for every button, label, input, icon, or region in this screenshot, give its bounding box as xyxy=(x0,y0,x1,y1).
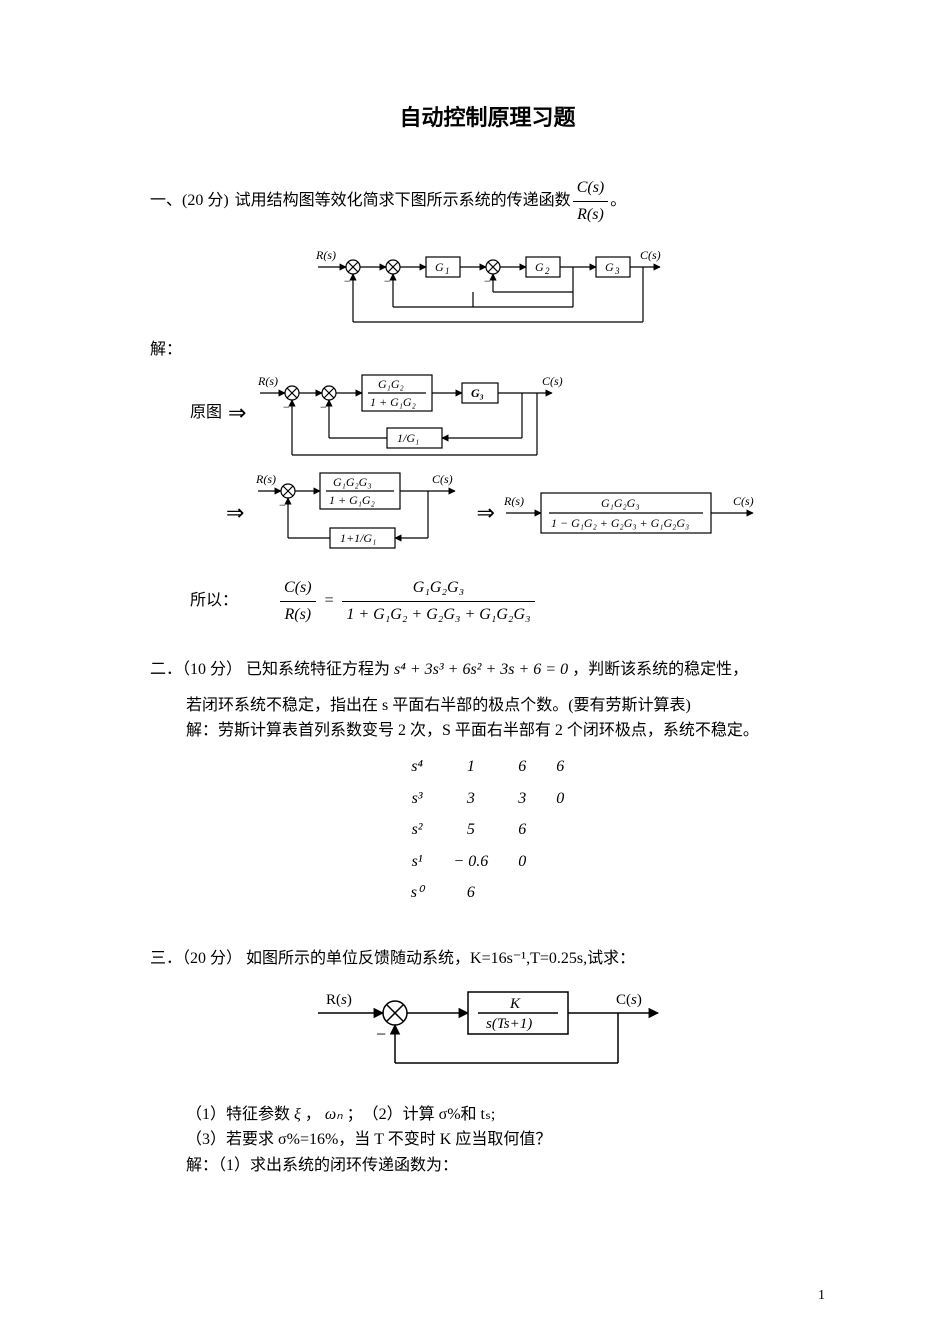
svg-text:1+1/G₁: 1+1/G₁ xyxy=(340,531,376,545)
svg-text:−: − xyxy=(283,400,290,414)
svg-text:G₁G₂: G₁G₂ xyxy=(378,377,404,391)
svg-text:C(s): C(s) xyxy=(616,992,642,1008)
p3-sub1: （1）特征参数 ξ ， ωₙ ； （2）计算 σ%和 tₛ; xyxy=(150,1102,825,1128)
svg-text:1 − G₁G₂ + G₂G₃ + G₁G₂G₃: 1 − G₁G₂ + G₂G₃ + G₁G₂G₃ xyxy=(551,516,689,530)
svg-text:R(s): R(s) xyxy=(255,472,276,486)
svg-text:2: 2 xyxy=(545,266,550,276)
p2-line2: 若闭环系统不稳定，指出在 s 平面右半部的极点个数。(要有劳斯计算表) xyxy=(150,693,825,719)
p2-label: 二．（10 分） xyxy=(150,661,242,678)
svg-text:C(s): C(s) xyxy=(542,374,563,388)
p3-diagram: R(s) C(s) K s(Ts+1) − xyxy=(150,978,825,1088)
svg-text:1 + G₁G₂: 1 + G₁G₂ xyxy=(370,395,416,409)
p1-diagram-1: R(s) C(s) G1 G2 G3 − − − xyxy=(150,237,825,337)
svg-text:G₃: G₃ xyxy=(471,386,484,400)
page-title: 自动控制原理习题 xyxy=(150,100,825,135)
svg-text:K: K xyxy=(509,996,521,1012)
p1-step1: 原图 ⇒ xyxy=(190,363,825,463)
problem-1-statement: 一、(20 分) 试用结构图等效化简求下图所示系统的传递函数 C(s) R(s)… xyxy=(150,175,825,227)
svg-text:s(Ts+1): s(Ts+1) xyxy=(486,1016,532,1032)
p1-text-a: 试用结构图等效化简求下图所示系统的传递函数 xyxy=(235,188,571,214)
p3-sol: 解：（1）求出系统的闭环传递函数为： xyxy=(150,1153,825,1179)
svg-text:R(s): R(s) xyxy=(315,248,336,262)
arrow-icon: ⇒ xyxy=(476,495,494,530)
svg-text:−: − xyxy=(320,400,327,414)
p3-sub3: （3）若要求 σ%=16%，当 T 不变时 K 应当取何值？ xyxy=(150,1127,825,1153)
p1-text-b: 。 xyxy=(610,188,626,214)
problem-2: 二．（10 分） 已知系统特征方程为 s⁴ + 3s³ + 6s² + 3s +… xyxy=(150,657,825,683)
p1-diagram-3: R(s) C(s) G₁G₂G₃ 1 + G₁G₂ 1+1/G₁ − xyxy=(250,463,470,563)
svg-text:C(s): C(s) xyxy=(432,472,453,486)
p2-char-eq: s⁴ + 3s³ + 6s² + 3s + 6 = 0 xyxy=(394,661,568,678)
p1-result-prefix: 所以： xyxy=(190,588,238,614)
svg-text:R(s): R(s) xyxy=(326,992,352,1008)
p3-label: 三．（20 分） xyxy=(150,950,242,967)
svg-text:R(s): R(s) xyxy=(257,374,278,388)
svg-text:G₁G₂G₃: G₁G₂G₃ xyxy=(333,475,372,489)
arrow-icon: ⇒ xyxy=(226,495,244,530)
svg-text:−: − xyxy=(376,1024,386,1044)
svg-text:1: 1 xyxy=(445,266,450,276)
svg-text:G₁G₂G₃: G₁G₂G₃ xyxy=(601,496,640,510)
p1-step1-prefix: 原图 xyxy=(190,400,222,426)
p2-sol-line: 解：劳斯计算表首列系数变号 2 次，S 平面右半部有 2 个闭环极点，系统不稳定… xyxy=(150,718,825,744)
svg-text:C(s): C(s) xyxy=(640,248,661,262)
svg-text:R(s): R(s) xyxy=(503,494,524,508)
svg-text:3: 3 xyxy=(614,266,620,276)
p1-result: 所以： C(s) R(s) = G₁G₂G₃ 1 + G₁G₂ + G₂G₃ +… xyxy=(190,575,825,627)
svg-text:G: G xyxy=(535,260,544,274)
svg-text:G: G xyxy=(435,260,444,274)
svg-text:−: − xyxy=(279,498,286,512)
p1-label: 一、(20 分) xyxy=(150,188,229,214)
p2-l1a: 已知系统特征方程为 xyxy=(246,661,390,678)
svg-text:−: − xyxy=(344,274,351,288)
p2-l1b: ，判断该系统的稳定性， xyxy=(572,661,748,678)
svg-text:C(s): C(s) xyxy=(733,494,754,508)
arrow-icon: ⇒ xyxy=(228,395,246,430)
page-number: 1 xyxy=(818,1285,825,1307)
p1-solution-label: 解： xyxy=(150,337,825,363)
p2-routh-table: s⁴166 s³330 s²56 s¹− 0.60 s⁰6 xyxy=(150,744,825,916)
svg-text:−: − xyxy=(484,274,491,288)
problem-3: 三．（20 分） 如图所示的单位反馈随动系统，K=16s⁻¹,T=0.25s,试… xyxy=(150,946,825,972)
svg-text:−: − xyxy=(384,274,391,288)
p1-diagram-4: R(s) C(s) G₁G₂G₃ 1 − G₁G₂ + G₂G₃ + G₁G₂G… xyxy=(501,483,761,543)
p3-text: 如图所示的单位反馈随动系统，K=16s⁻¹,T=0.25s,试求： xyxy=(246,950,635,967)
p1-diagram-2: R(s) C(s) G₁G₂ 1 + G₁G₂ G₃ 1/G₁ − − xyxy=(252,363,582,463)
p1-step2: ⇒ R(s) C(s) G₁G₂G₃ 1 + G₁G₂ xyxy=(220,463,825,563)
svg-text:1 + G₁G₂: 1 + G₁G₂ xyxy=(329,493,375,507)
svg-text:G: G xyxy=(605,260,614,274)
svg-text:1/G₁: 1/G₁ xyxy=(397,431,419,445)
p1-frac: C(s) R(s) xyxy=(573,175,609,227)
